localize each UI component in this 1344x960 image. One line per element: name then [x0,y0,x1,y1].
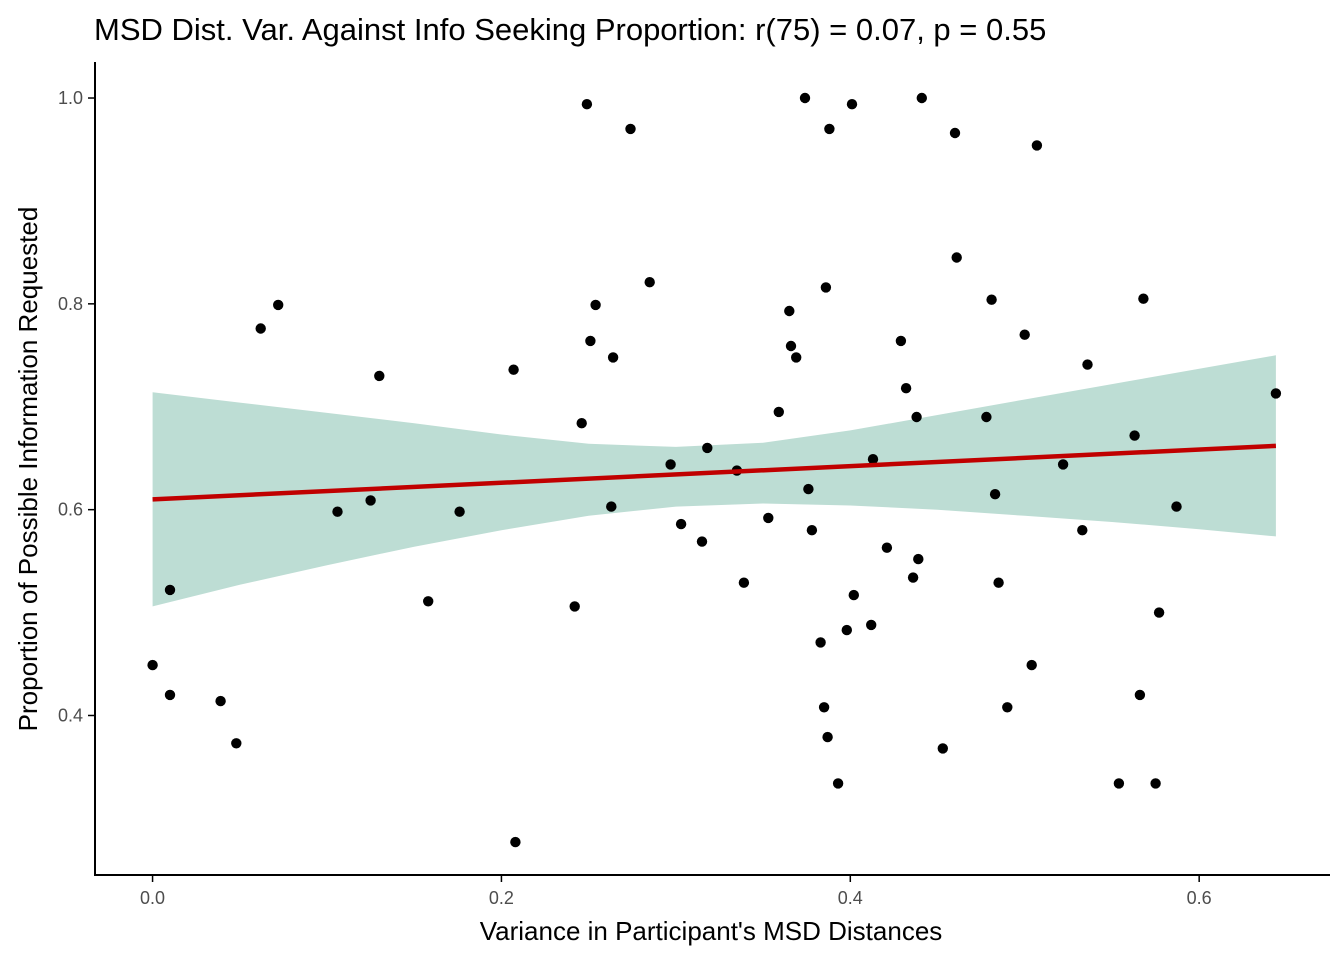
data-point [675,518,687,530]
data-point [791,352,802,363]
data-point [822,731,833,743]
data-point [1153,607,1165,618]
data-point [784,305,795,317]
y-axis-title: Proportion of Possible Information Reque… [13,207,43,732]
data-point [949,127,961,139]
data-point [986,294,997,305]
data-point [585,335,596,347]
data-point [799,92,811,104]
data-point [913,553,924,565]
data-point [1026,659,1037,671]
data-point [1129,430,1140,441]
y-tick-label: 0.8 [58,294,83,314]
data-point [665,459,676,470]
data-point [846,99,858,110]
data-point [1270,388,1282,399]
data-point [832,778,844,789]
data-point [1077,525,1088,536]
x-axis-ticks: 0.0 0.2 0.4 0.6 [140,875,1212,908]
data-point [273,299,284,311]
data-point [907,572,919,583]
data-point [763,512,774,524]
data-point [951,252,962,263]
data-points [147,92,1282,848]
data-point [1113,778,1125,789]
data-point [581,99,593,110]
x-axis-title: Variance in Participant's MSD Distances [480,916,943,946]
data-point [147,659,158,671]
data-point [1019,329,1030,340]
data-point [1082,359,1093,370]
data-point [1171,501,1182,512]
data-point [867,454,879,465]
data-point [255,323,266,334]
data-point [1002,702,1013,713]
data-point [510,836,521,848]
data-point [1138,293,1149,304]
data-point [937,743,948,754]
data-point [702,442,713,454]
data-point [164,584,176,596]
data-point [773,406,784,418]
data-point [911,411,922,423]
x-tick-label: 0.6 [1187,888,1212,908]
data-point [1134,689,1146,701]
data-point [454,506,465,517]
data-point [1057,459,1069,470]
data-point [895,335,907,347]
data-point [606,501,617,512]
data-point [365,495,376,506]
data-point [841,624,852,636]
y-tick-label: 0.6 [58,500,83,520]
chart-title: MSD Dist. Var. Against Info Seeking Prop… [94,12,1046,47]
regression-line [152,443,1277,502]
data-point [820,282,832,293]
data-point [569,601,580,612]
data-point [848,589,859,601]
data-point [696,536,708,547]
data-point [818,702,830,713]
data-point [1150,778,1161,789]
data-point [1031,140,1043,151]
data-point [215,695,226,707]
x-tick-label: 0.4 [838,888,863,908]
data-point [607,352,619,363]
y-tick-label: 0.4 [58,705,83,725]
data-point [881,542,893,553]
data-point [866,619,877,631]
data-point [644,277,655,288]
x-tick-label: 0.0 [140,888,165,908]
data-point [989,489,1001,500]
data-point [916,92,927,104]
data-point [231,738,242,749]
data-point [981,411,992,423]
data-point [423,596,434,607]
data-point [332,506,343,517]
x-tick-label: 0.2 [489,888,514,908]
data-point [806,525,818,536]
y-axis-ticks: 0.4 0.6 0.8 1.0 [58,88,95,725]
data-point [164,689,176,701]
data-point [590,299,601,311]
data-point [738,577,750,588]
data-point [576,418,587,429]
data-point [900,383,912,394]
data-point [815,637,826,648]
data-point [785,340,797,352]
data-point [508,364,519,375]
confidence-band [152,355,1276,607]
data-point [824,123,835,135]
data-point [374,370,385,382]
data-point [625,123,636,135]
data-point [803,483,814,495]
y-tick-label: 1.0 [58,88,83,108]
data-point [993,577,1004,588]
